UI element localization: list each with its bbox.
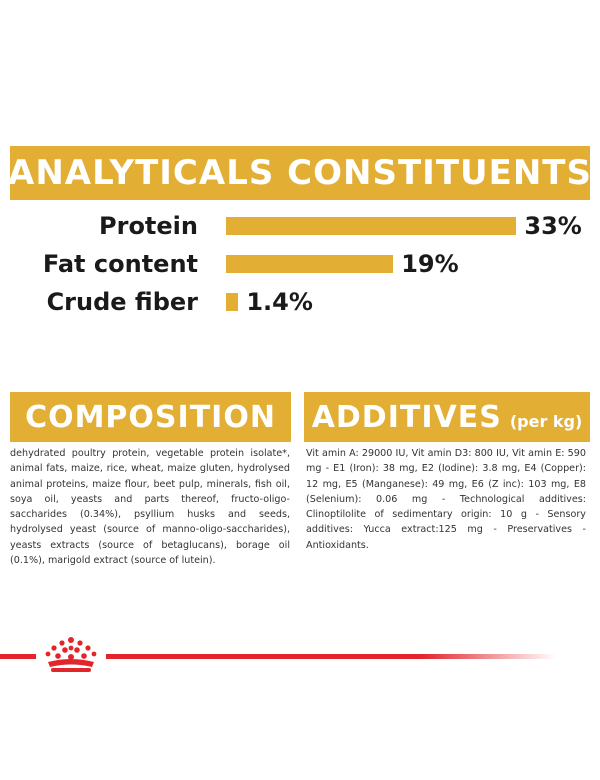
protein-label: Protein (99, 212, 198, 240)
brand-divider-left (0, 654, 36, 659)
crown-icon (45, 637, 97, 672)
crude-fiber-label: Crude fiber (46, 288, 198, 316)
fat-content-bar (226, 255, 394, 273)
composition-title: COMPOSITION (25, 399, 276, 435)
additives-header: ADDITIVES (per kg) (304, 392, 590, 442)
analyticals-header: ANALYTICALS CONSTITUENTS (8, 146, 592, 200)
composition-text: dehydrated poultry protein, vegetable pr… (10, 448, 290, 567)
brand-divider-right (106, 654, 556, 659)
protein-value: 33% (524, 212, 582, 240)
fat-content-value: 19% (401, 250, 459, 278)
crude-fiber-bar (226, 293, 239, 311)
additives-title: ADDITIVES (311, 399, 502, 435)
composition-header: COMPOSITION (10, 392, 291, 442)
crude-fiber-value: 1.4% (246, 288, 313, 316)
protein-bar (226, 217, 517, 235)
fat-content-label: Fat content (42, 250, 198, 278)
additives-subtitle: (per kg) (509, 411, 583, 431)
analyticals-title: ANALYTICALS CONSTITUENTS (8, 153, 592, 193)
additives-text: Vit amin A: 29000 IU, Vit amin D3: 800 I… (306, 448, 586, 551)
